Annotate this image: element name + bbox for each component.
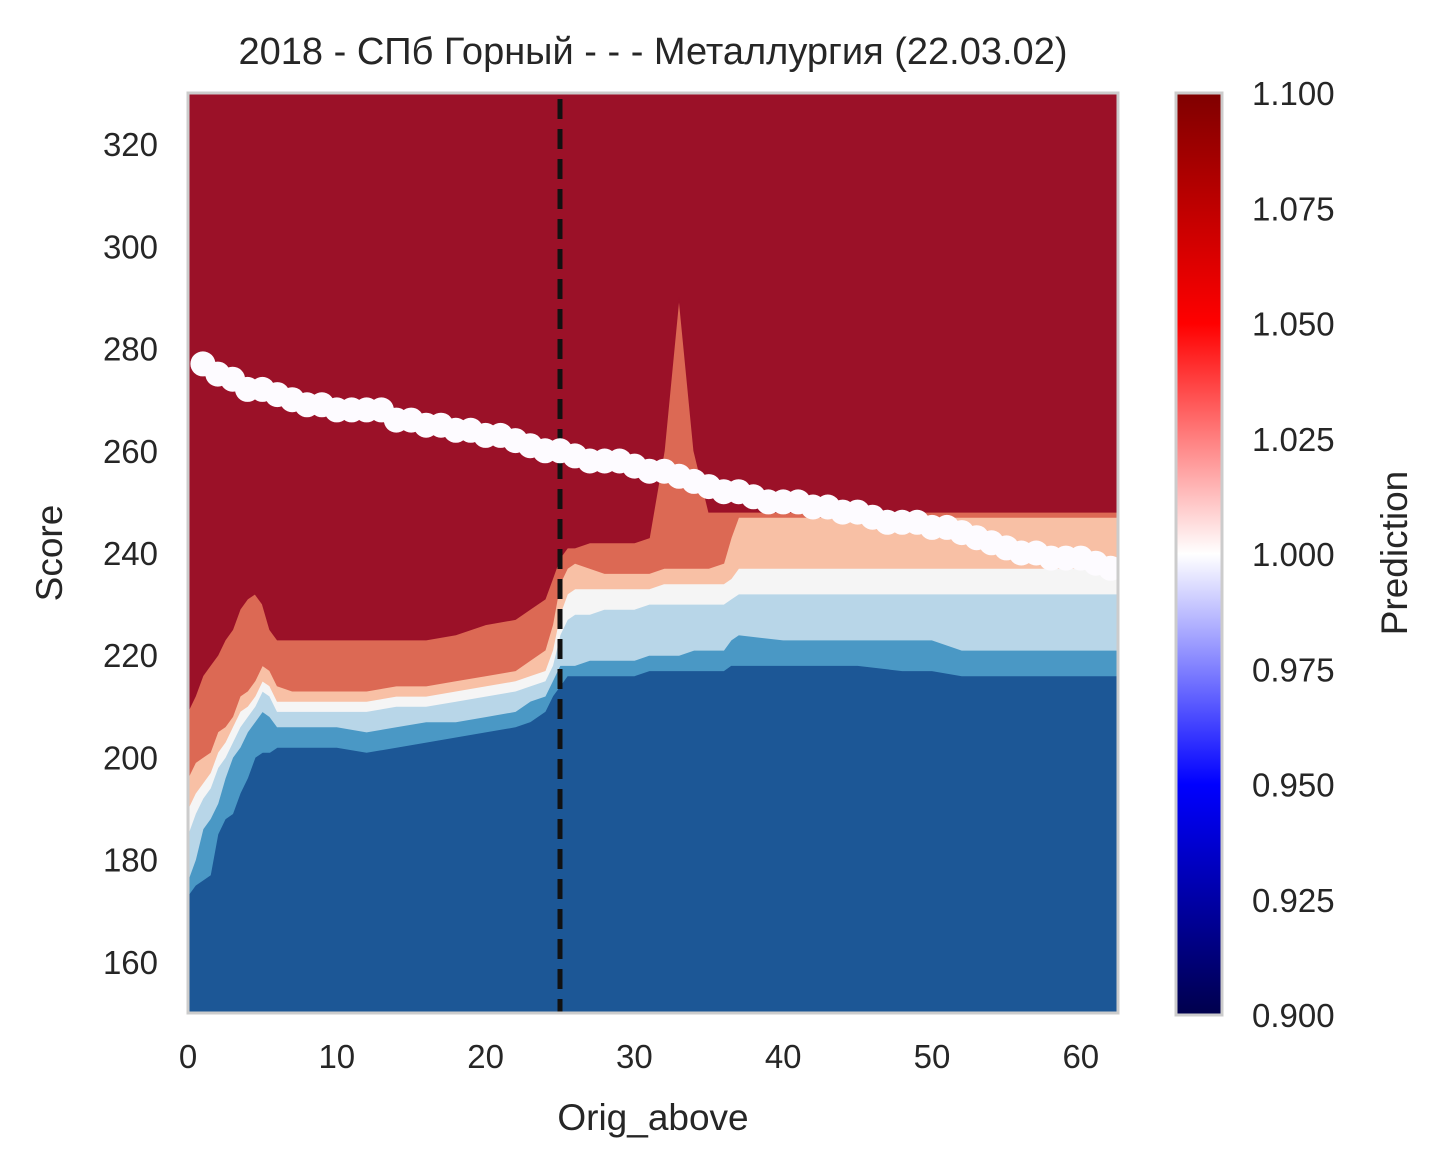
x-tick-label: 0 <box>179 1038 197 1075</box>
colorbar-tick-label: 1.050 <box>1252 306 1335 343</box>
colorbar-label: Prediction <box>1374 471 1415 636</box>
plot-area <box>188 93 1118 1013</box>
plot-frame <box>186 91 1120 1015</box>
colorbar-ticks: 0.900 0.925 0.950 0.975 1.000 1.025 1.050 1.075… <box>1252 75 1335 1034</box>
colorbar-tick-label: 1.075 <box>1252 190 1335 227</box>
y-tick-label: 220 <box>103 637 158 674</box>
x-tick-label: 40 <box>765 1038 802 1075</box>
x-tick-label: 10 <box>318 1038 355 1075</box>
y-tick-label: 260 <box>103 433 158 470</box>
colorbar: 0.900 0.925 0.950 0.975 1.000 1.025 1.050 1.075… <box>1174 75 1415 1034</box>
colorbar-tick-label: 0.975 <box>1252 651 1335 688</box>
y-axis: 160 180 200 220 240 260 280 300 320 <box>103 126 158 981</box>
y-axis-label: Score <box>29 505 70 602</box>
x-tick-label: 50 <box>914 1038 951 1075</box>
colorbar-tick-label: 0.950 <box>1252 767 1335 804</box>
colorbar-tick-label: 1.100 <box>1252 75 1335 112</box>
scatter-point <box>1098 555 1118 581</box>
y-tick-label: 300 <box>103 228 158 265</box>
colorbar-tick-label: 1.025 <box>1252 421 1335 458</box>
colorbar-tick-label: 1.000 <box>1252 536 1335 573</box>
colorbar-tick-label: 0.925 <box>1252 882 1335 919</box>
contour-band-7 <box>188 93 1118 712</box>
x-tick-label: 20 <box>467 1038 504 1075</box>
chart-title: 2018 - СПб Горный - - - Металлургия (22.… <box>239 31 1068 73</box>
colorbar-tick-label: 0.900 <box>1252 997 1335 1034</box>
y-tick-label: 320 <box>103 126 158 163</box>
x-axis-label: Orig_above <box>557 1097 748 1138</box>
colorbar-gradient <box>1174 91 1224 1017</box>
y-tick-label: 160 <box>103 944 158 981</box>
y-tick-label: 280 <box>103 331 158 368</box>
x-tick-label: 60 <box>1062 1038 1099 1075</box>
y-tick-label: 240 <box>103 535 158 572</box>
y-tick-label: 200 <box>103 739 158 776</box>
x-tick-label: 30 <box>616 1038 653 1075</box>
scatter-layer <box>190 351 1118 581</box>
x-axis: 0 10 20 30 40 50 60 <box>179 1038 1099 1075</box>
contour-layer <box>188 93 1118 1013</box>
y-tick-label: 180 <box>103 842 158 879</box>
